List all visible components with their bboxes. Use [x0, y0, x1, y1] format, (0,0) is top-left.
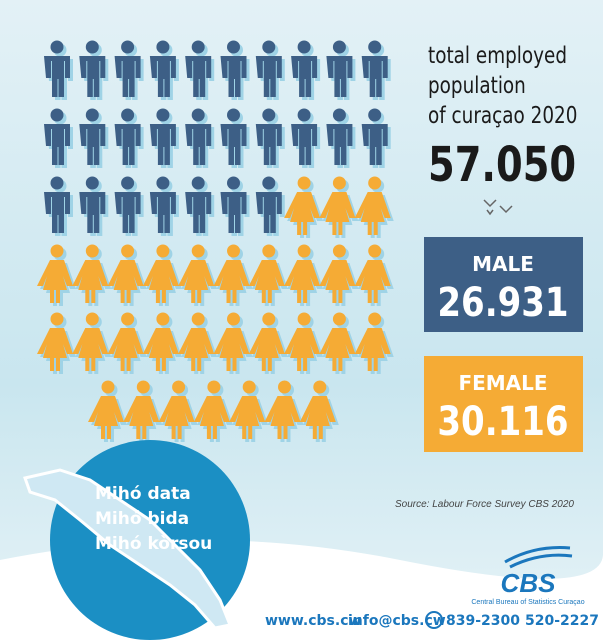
female-icon — [299, 380, 339, 442]
female-icon — [354, 312, 394, 374]
male-icon — [361, 108, 391, 168]
male-icon — [114, 108, 144, 168]
logo: CBS Central Bureau of Statistics Curaçao — [471, 546, 585, 606]
female-icon — [88, 380, 127, 442]
male-icon — [291, 40, 321, 100]
title-block: total employed population of curaçao 202… — [428, 42, 577, 193]
female-icon — [354, 244, 394, 306]
female-icon — [193, 380, 233, 442]
male-icon — [149, 108, 179, 168]
female-icon — [72, 312, 112, 374]
male-icon — [149, 176, 179, 236]
male-icon — [220, 108, 250, 168]
male-icon — [114, 176, 144, 236]
male-icon — [44, 40, 73, 100]
title-line: population — [428, 72, 526, 99]
male-label: MALE — [472, 252, 534, 276]
male-icon — [185, 108, 215, 168]
title-line: of curaçao 2020 — [428, 102, 577, 129]
female-icon — [284, 312, 324, 374]
female-label: FEMALE — [458, 371, 547, 395]
slogan-line: Mihó bida — [95, 509, 189, 529]
female-icon — [284, 244, 324, 306]
male-icon — [361, 40, 391, 100]
female-icon — [123, 380, 163, 442]
female-icon — [37, 312, 76, 374]
female-icon — [178, 312, 218, 374]
slogan-line: Mihó data — [95, 484, 191, 504]
female-icon — [142, 244, 182, 306]
source: Source: Labour Force Survey CBS 2020 — [395, 499, 574, 510]
pictogram — [37, 40, 394, 442]
male-icon — [44, 176, 73, 236]
male-icon — [255, 108, 285, 168]
female-icon — [248, 244, 288, 306]
male-icon — [255, 176, 285, 236]
female-value: 30.116 — [437, 398, 568, 444]
phone: 839-2300 — [446, 613, 520, 629]
female-box — [424, 356, 583, 452]
female-icon — [107, 244, 147, 306]
male-icon — [326, 108, 356, 168]
male-icon — [326, 40, 356, 100]
phone: 520-2227 — [525, 613, 599, 629]
female-icon — [37, 244, 76, 306]
footer: www.cbs.cw info@cbs.cw 839-2300 520-2227 — [265, 611, 599, 629]
male-icon — [79, 108, 109, 168]
male-icon — [44, 108, 73, 168]
female-icon — [72, 244, 112, 306]
female-icon — [319, 312, 359, 374]
female-icon — [142, 312, 182, 374]
logo-name: CBS — [501, 568, 557, 598]
female-icon — [213, 312, 253, 374]
female-icon — [158, 380, 198, 442]
slogan-line: Mihó kòrsou — [95, 534, 212, 554]
total-value: 57.050 — [428, 138, 576, 193]
female-icon — [319, 176, 359, 238]
website[interactable]: www.cbs.cw — [265, 613, 361, 629]
female-icon — [319, 244, 359, 306]
female-icon — [354, 176, 394, 238]
female-icon — [229, 380, 269, 442]
female-icon — [284, 176, 324, 238]
male-icon — [114, 40, 144, 100]
logo-subtitle: Central Bureau of Statistics Curaçao — [471, 599, 584, 606]
male-icon — [220, 40, 250, 100]
male-icon — [185, 40, 215, 100]
male-value: 26.931 — [437, 279, 568, 325]
male-icon — [220, 176, 250, 236]
male-icon — [149, 40, 179, 100]
male-icon — [79, 40, 109, 100]
male-box — [424, 237, 583, 332]
female-icon — [213, 244, 253, 306]
female-icon — [107, 312, 147, 374]
male-icon — [291, 108, 321, 168]
female-icon — [264, 380, 304, 442]
chevrons — [483, 199, 513, 216]
male-icon — [255, 40, 285, 100]
male-icon — [79, 176, 109, 236]
female-icon — [248, 312, 288, 374]
island — [23, 468, 233, 630]
male-icon — [185, 176, 215, 236]
slogan: Mihó data Mihó bida Mihó kòrsou — [95, 484, 212, 554]
email[interactable]: info@cbs.cw — [348, 613, 446, 629]
female-icon — [178, 244, 218, 306]
title-line: total employed — [428, 42, 567, 69]
phone-icon — [425, 611, 443, 629]
